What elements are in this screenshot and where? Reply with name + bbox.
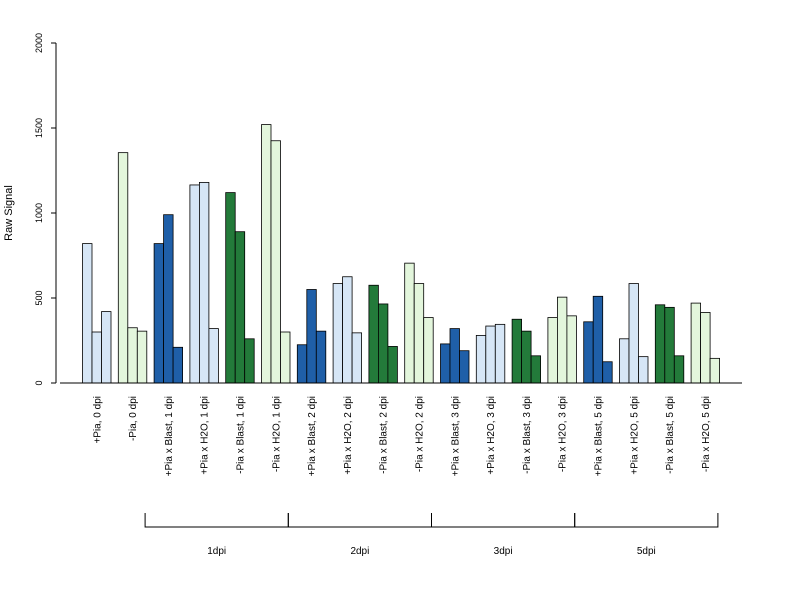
y-tick-label: 0 bbox=[34, 380, 44, 385]
x-tick-label: -Pia x Blast, 3 dpi bbox=[522, 396, 533, 474]
group-bracket bbox=[287, 513, 432, 528]
bar bbox=[244, 338, 255, 384]
bar bbox=[583, 321, 594, 384]
bar bbox=[387, 346, 398, 384]
x-tick-label: -Pia x Blast, 2 dpi bbox=[379, 396, 390, 474]
x-tick-label: -Pia x H2O, 3 dpi bbox=[558, 396, 569, 472]
bar bbox=[521, 330, 532, 384]
bar bbox=[547, 317, 558, 384]
bar bbox=[592, 295, 604, 384]
x-tick-label: +Pia x Blast, 5 dpi bbox=[593, 396, 604, 476]
bar bbox=[485, 325, 496, 384]
bar bbox=[404, 262, 415, 384]
x-tick-label: +Pia x Blast, 2 dpi bbox=[307, 396, 318, 476]
bar bbox=[225, 192, 236, 384]
bar bbox=[127, 327, 138, 384]
group-bracket bbox=[144, 513, 289, 528]
bars bbox=[82, 124, 720, 384]
bar bbox=[234, 231, 246, 384]
bar bbox=[189, 184, 200, 384]
x-tick-label: -Pia x H2O, 5 dpi bbox=[701, 396, 712, 472]
x-tick-label: +Pia x H2O, 2 dpi bbox=[343, 396, 354, 475]
bar bbox=[628, 283, 639, 384]
x-tick-label: -Pia x H2O, 1 dpi bbox=[271, 396, 282, 472]
y-tick-label: 500 bbox=[34, 290, 44, 305]
bar bbox=[208, 328, 219, 384]
y-axis-label: Raw Signal bbox=[3, 185, 15, 241]
bar bbox=[306, 289, 317, 384]
bar bbox=[494, 323, 506, 384]
bar bbox=[315, 330, 327, 384]
bar bbox=[709, 357, 720, 384]
bar bbox=[296, 344, 308, 384]
x-tick-label: +Pia x H2O, 1 dpi bbox=[200, 396, 211, 475]
bar bbox=[690, 302, 701, 384]
x-tick-label: -Pia x H2O, 2 dpi bbox=[414, 396, 425, 472]
bar bbox=[280, 331, 291, 384]
group-label: 5dpi bbox=[637, 546, 656, 557]
bar bbox=[566, 315, 577, 384]
y-tick-label: 1500 bbox=[34, 118, 44, 138]
bar bbox=[82, 243, 93, 384]
y-tick-label: 2000 bbox=[34, 33, 44, 53]
bar bbox=[332, 283, 344, 384]
bar bbox=[475, 334, 487, 384]
x-tick-label: -Pia, 0 dpi bbox=[128, 396, 139, 441]
group-brackets: 1dpi 2dpi 3dpi 5dpi bbox=[144, 513, 719, 557]
x-tick-label: -Pia x Blast, 5 dpi bbox=[665, 396, 676, 474]
x-tick-label: +Pia x H2O, 3 dpi bbox=[486, 396, 497, 475]
bar bbox=[163, 214, 174, 384]
group-bracket bbox=[574, 513, 719, 528]
bar bbox=[673, 355, 685, 384]
group-label: 2dpi bbox=[350, 546, 369, 557]
bar bbox=[664, 306, 675, 384]
bar bbox=[377, 303, 389, 384]
group-label: 3dpi bbox=[494, 546, 513, 557]
bar bbox=[530, 355, 541, 384]
bar bbox=[511, 318, 522, 384]
bar bbox=[619, 338, 630, 384]
bar bbox=[91, 331, 102, 384]
x-tick-label: +Pia x Blast, 3 dpi bbox=[450, 396, 461, 476]
bar bbox=[153, 243, 165, 384]
bar bbox=[423, 317, 434, 384]
bar bbox=[261, 124, 272, 384]
bar bbox=[449, 328, 460, 384]
bar bbox=[351, 332, 363, 384]
x-tick-label: -Pia x Blast, 1 dpi bbox=[235, 396, 246, 474]
bar bbox=[101, 311, 112, 384]
y-tick-label: 1000 bbox=[34, 203, 44, 223]
bar bbox=[557, 296, 568, 384]
x-axis: +Pia, 0 dpi -Pia, 0 dpi +Pia x Blast, 1 dp… bbox=[60, 382, 742, 476]
bar bbox=[270, 140, 281, 384]
bar bbox=[342, 276, 353, 384]
bar bbox=[368, 284, 379, 384]
bar bbox=[172, 346, 184, 384]
bar bbox=[117, 152, 129, 384]
bar bbox=[136, 330, 148, 384]
bar bbox=[198, 181, 210, 384]
y-axis: 0 500 1000 1500 2000 bbox=[34, 33, 57, 386]
x-tick-label: +Pia, 0 dpi bbox=[92, 396, 103, 444]
bar bbox=[413, 283, 425, 384]
bar bbox=[440, 343, 451, 384]
group-bracket bbox=[431, 513, 576, 528]
x-tick-label: +Pia x Blast, 1 dpi bbox=[164, 396, 175, 476]
bar bbox=[654, 304, 666, 384]
bar bbox=[602, 361, 613, 384]
bar bbox=[638, 356, 649, 384]
x-tick-label: +Pia x H2O, 5 dpi bbox=[629, 396, 640, 475]
group-label: 1dpi bbox=[207, 546, 226, 557]
bar bbox=[700, 312, 711, 384]
bar bbox=[459, 350, 470, 384]
